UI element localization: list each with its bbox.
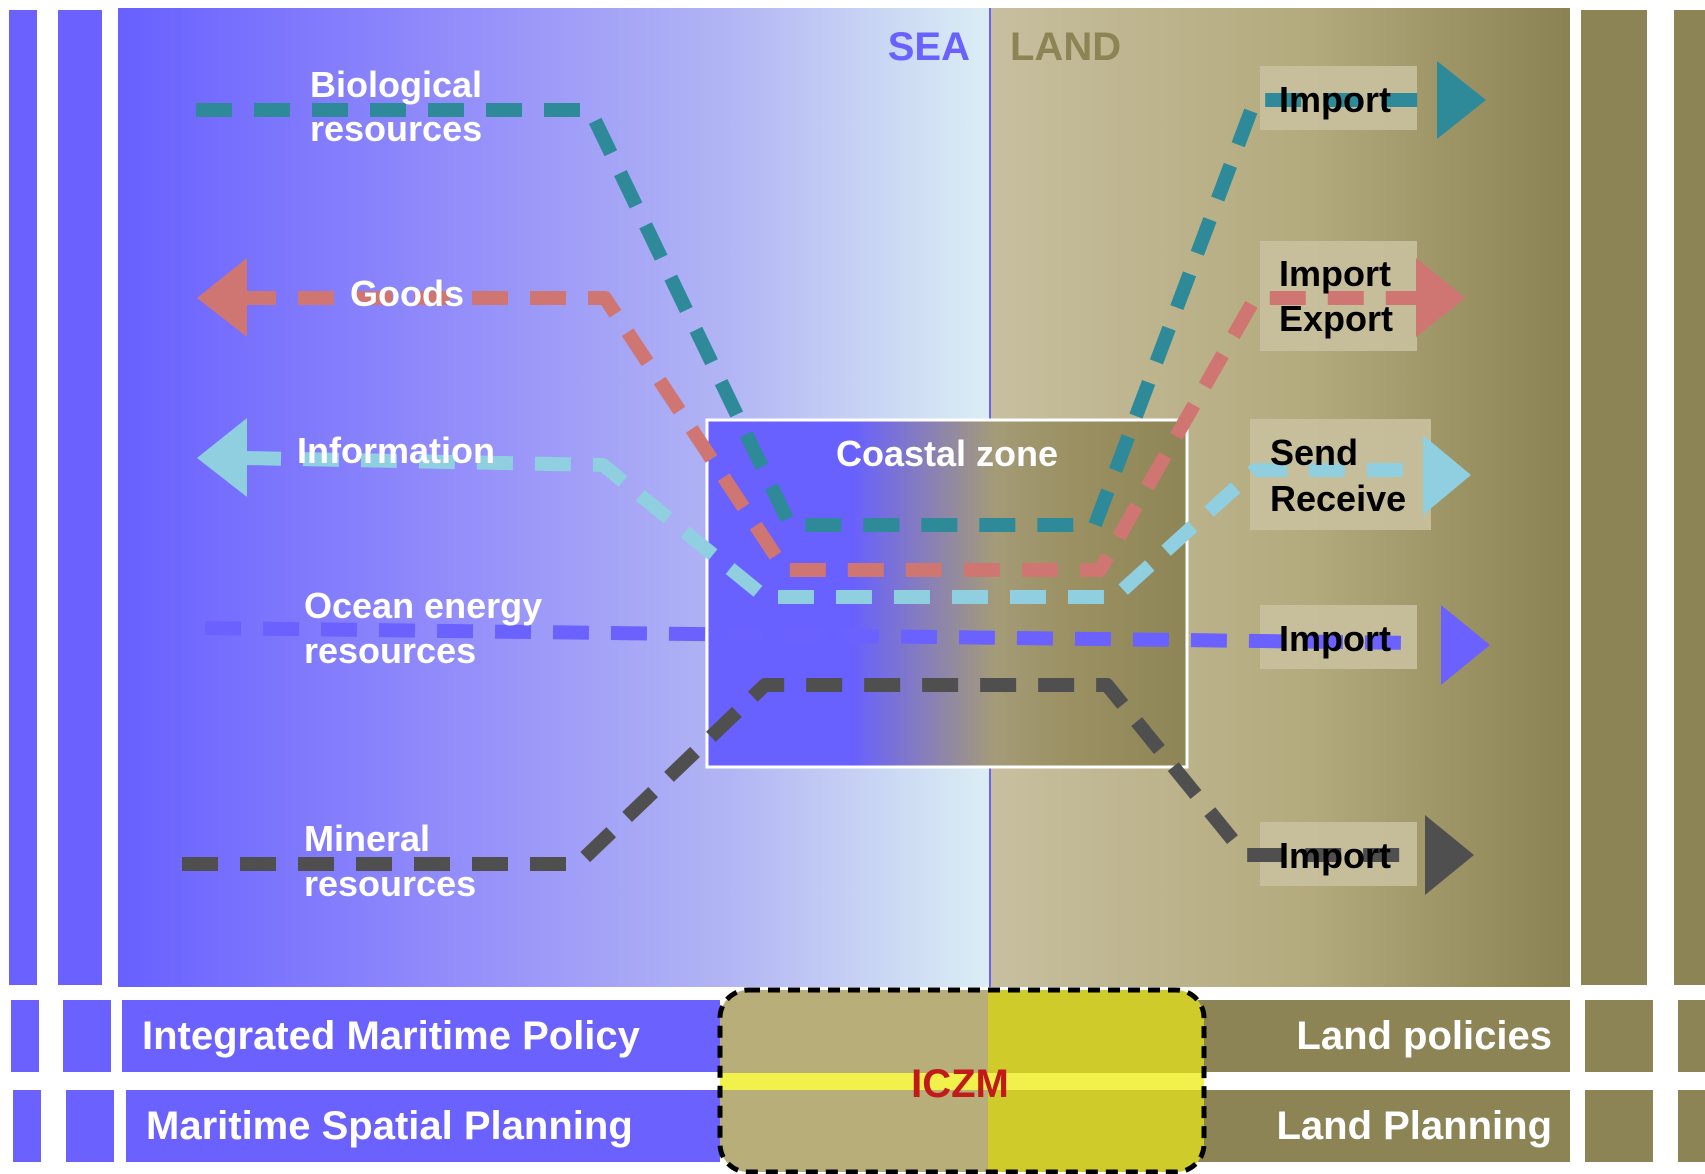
import-label: Import (1279, 835, 1391, 876)
iczm-band (720, 1073, 1204, 1090)
biological-label-line: Biological (310, 64, 482, 105)
import-label: Import (1279, 618, 1391, 659)
ocean-energy-label-line: Ocean energy (304, 585, 542, 626)
import-export-label: Import Export (1279, 253, 1401, 339)
land-policy-stub (1585, 1090, 1653, 1162)
send-receive-label: Send Receive (1270, 432, 1406, 519)
sea-policy-stub (13, 1090, 41, 1162)
sea-policy-stub (63, 1000, 111, 1072)
information-label: Information (297, 430, 495, 471)
land-side-bar (1674, 10, 1705, 985)
biological-label-line: resources (310, 108, 482, 149)
maritime-policy-bar (122, 1000, 720, 1072)
integrated-maritime-policy-label: Integrated Maritime Policy (142, 1014, 641, 1058)
right-labels: Import Import Export Send Receive Import… (1270, 79, 1406, 876)
left-labels: Biological resources Goods Information O… (297, 64, 552, 904)
policy-rows: Integrated Maritime Policy Maritime Spat… (11, 1000, 1705, 1162)
arrow-right-icon (1441, 605, 1490, 685)
land-policy-stub (1585, 1000, 1653, 1072)
arrow-right-icon (1423, 435, 1471, 515)
side-bars (9, 10, 1705, 985)
sea-policy-stub (11, 1000, 39, 1072)
arrow-right-icon (1437, 61, 1486, 139)
goods-flow (240, 291, 1418, 577)
biological-resources-label: Biological resources (310, 64, 492, 149)
mineral-resources-label: Mineral resources (304, 818, 476, 904)
land-policy-stub (1678, 1090, 1705, 1162)
goods-label: Goods (350, 273, 464, 314)
mineral-resources-flow (182, 678, 1420, 871)
land-side-bar (1581, 10, 1647, 985)
arrow-right-icon (1416, 258, 1465, 337)
import-export-line: Export (1279, 298, 1393, 339)
arrow-heads (197, 61, 1490, 895)
land-policies-bar (1198, 1000, 1570, 1072)
arrow-left-icon (197, 258, 247, 337)
ocean-energy-label-line: resources (304, 630, 476, 671)
sea-header: SEA (888, 25, 970, 69)
iczm-label: ICZM (911, 1062, 1009, 1106)
import-export-line: Import (1279, 253, 1391, 294)
land-policy-stub (1678, 1000, 1705, 1072)
send-receive-line: Send (1270, 432, 1358, 473)
land-policies-label: Land policies (1296, 1014, 1552, 1058)
mineral-label-line: resources (304, 863, 476, 904)
sea-policy-stub (66, 1090, 114, 1162)
sea-side-bar (9, 10, 37, 985)
biological-resources-flow (196, 93, 1420, 532)
import-label: Import (1279, 79, 1391, 120)
send-receive-line: Receive (1270, 478, 1406, 519)
maritime-planning-bar (126, 1090, 720, 1162)
land-planning-label: Land Planning (1276, 1104, 1552, 1148)
ocean-energy-label: Ocean energy resources (304, 585, 552, 671)
sea-side-bar (58, 10, 102, 985)
arrow-left-icon (197, 418, 247, 497)
coastal-zone-label: Coastal zone (836, 433, 1058, 474)
arrow-right-icon (1425, 815, 1474, 895)
ocean-energy-flow (204, 621, 1421, 650)
information-flow (244, 451, 1420, 604)
land-header: LAND (1010, 25, 1121, 69)
maritime-spatial-planning-label: Maritime Spatial Planning (146, 1104, 633, 1148)
iczm-box: ICZM (717, 987, 1207, 1174)
mineral-label-line: Mineral (304, 818, 430, 859)
land-planning-bar (1198, 1090, 1570, 1162)
